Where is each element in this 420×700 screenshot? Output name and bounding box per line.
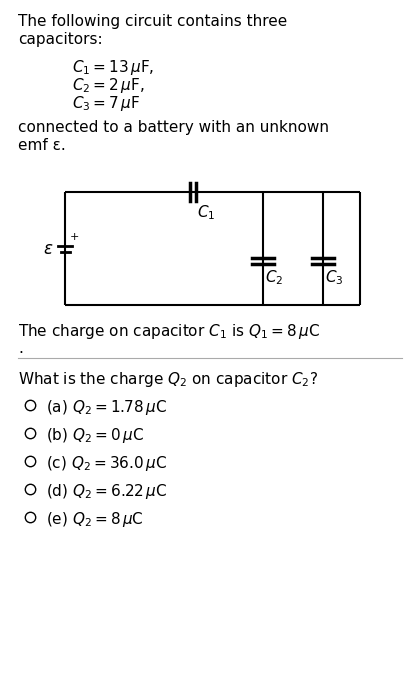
Text: The charge on capacitor $C_1$ is $Q_1 = 8\,\mu$C: The charge on capacitor $C_1$ is $Q_1 = … — [18, 322, 320, 341]
Text: connected to a battery with an unknown: connected to a battery with an unknown — [18, 120, 329, 135]
Text: (b) $Q_2 = 0\,\mu$C: (b) $Q_2 = 0\,\mu$C — [46, 426, 144, 445]
Text: $C_1$: $C_1$ — [197, 203, 215, 222]
Text: (a) $Q_2 = 1.78\,\mu$C: (a) $Q_2 = 1.78\,\mu$C — [46, 398, 167, 417]
Text: The following circuit contains three: The following circuit contains three — [18, 14, 287, 29]
Text: $C_1 = 13\,\mu$F,: $C_1 = 13\,\mu$F, — [72, 58, 154, 77]
Text: $C_2$: $C_2$ — [265, 269, 284, 287]
Text: +: + — [70, 232, 79, 242]
Text: $C_3$: $C_3$ — [325, 269, 344, 287]
Text: $C_2 = 2\,\mu$F,: $C_2 = 2\,\mu$F, — [72, 76, 144, 95]
Text: $C_3 = 7\,\mu$F: $C_3 = 7\,\mu$F — [72, 94, 140, 113]
Text: emf ε.: emf ε. — [18, 138, 66, 153]
Text: What is the charge $Q_2$ on capacitor $C_2$?: What is the charge $Q_2$ on capacitor $C… — [18, 370, 318, 389]
Text: (e) $Q_2 = 8\,\mu$C: (e) $Q_2 = 8\,\mu$C — [46, 510, 144, 529]
Text: (c) $Q_2 = 36.0\,\mu$C: (c) $Q_2 = 36.0\,\mu$C — [46, 454, 167, 473]
Text: .: . — [18, 341, 23, 356]
Text: (d) $Q_2 = 6.22\,\mu$C: (d) $Q_2 = 6.22\,\mu$C — [46, 482, 168, 501]
Text: $\varepsilon$: $\varepsilon$ — [43, 239, 53, 258]
Text: capacitors:: capacitors: — [18, 32, 102, 47]
